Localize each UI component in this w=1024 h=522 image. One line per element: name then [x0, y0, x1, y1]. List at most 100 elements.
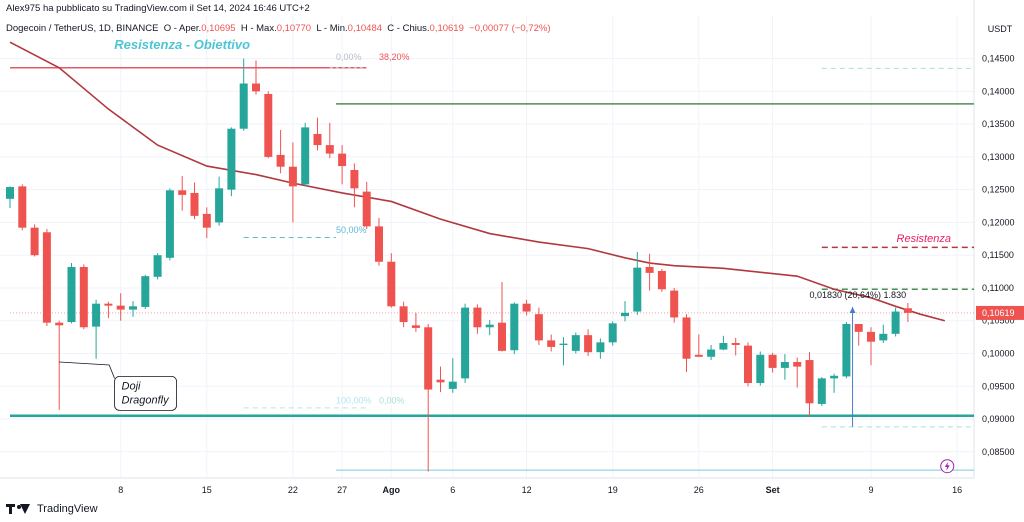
price-axis-currency: USDT — [988, 24, 1013, 34]
candle-body — [854, 324, 863, 332]
candle-body — [67, 266, 76, 323]
candle-body — [18, 186, 27, 228]
close-label: C - Chius. — [387, 23, 430, 34]
candle-body — [30, 227, 39, 256]
open-label: O - Aper. — [163, 23, 202, 34]
price-axis-tick: 0,09000 — [982, 414, 1015, 424]
candle-body — [42, 232, 51, 323]
candle-body — [190, 192, 199, 216]
low-label: L - Min. — [316, 23, 348, 34]
footer-brand[interactable]: TradingView — [6, 502, 98, 515]
candle-body — [411, 325, 420, 328]
candle-body — [92, 303, 101, 327]
time-axis-tick: Set — [766, 485, 780, 495]
candle-body — [682, 317, 691, 359]
candle-body — [584, 335, 593, 353]
candle-body — [842, 324, 851, 377]
candle-body — [239, 83, 248, 129]
candle-body — [731, 343, 740, 345]
candle-body — [264, 93, 273, 157]
high-label: H - Max. — [240, 23, 277, 34]
candle-body — [202, 213, 211, 228]
candle-body — [744, 345, 752, 383]
candle-body — [780, 362, 789, 368]
tradingview-logo-icon — [6, 502, 32, 515]
callout-text-line1: Doji — [122, 380, 142, 392]
candle-body — [116, 305, 125, 310]
price-axis-tick: 0,14500 — [982, 54, 1015, 64]
price-axis-tick: 0,11000 — [982, 283, 1014, 293]
candle-body — [707, 349, 716, 357]
candle-body — [55, 322, 64, 326]
lightning-icon — [944, 461, 950, 471]
symbol-name: Dogecoin / TetherUS, 1D, BINANCE — [6, 23, 159, 34]
candle-body — [830, 375, 839, 379]
candle-body — [547, 340, 556, 347]
brand-name: TradingView — [37, 502, 98, 515]
time-axis-tick: 19 — [608, 485, 618, 495]
time-axis-tick: 6 — [450, 485, 455, 495]
low-value: 0,10484 — [347, 23, 383, 34]
resistance-label: Resistenza — [897, 233, 951, 245]
candle-body — [694, 354, 703, 357]
price-axis-tick: 0,11500 — [982, 250, 1014, 260]
candle-body — [645, 266, 654, 273]
candle-body — [387, 261, 396, 307]
candle-body — [522, 303, 531, 312]
moving-average-line — [9, 41, 946, 322]
fib-50-label: 50,00% — [336, 225, 367, 235]
candle-body — [670, 290, 679, 318]
candle-body — [903, 308, 912, 313]
candle-body — [805, 360, 814, 404]
last-price-tag-label: 0,10619 — [982, 308, 1015, 318]
candle-body — [485, 324, 494, 328]
candle-body — [867, 331, 875, 342]
candle-body — [510, 303, 519, 351]
candle-body — [657, 270, 666, 290]
time-axis-tick: Ago — [383, 485, 401, 495]
fib-0-label: 0,00% — [336, 52, 362, 62]
symbol-info: Dogecoin / TetherUS, 1D, BINANCE O - Ape… — [6, 23, 551, 34]
last-price-tag — [976, 305, 1024, 320]
time-axis-tick: 8 — [118, 485, 123, 495]
candle-body — [608, 323, 617, 343]
resistance-target-label: Resistenza - Obiettivo — [114, 37, 250, 52]
candle-body — [165, 190, 174, 258]
candle-body — [719, 343, 728, 350]
time-axis-tick: 12 — [522, 485, 532, 495]
candle-body — [313, 133, 322, 146]
candle-body — [301, 127, 310, 185]
candle-body — [436, 379, 445, 383]
candle-body — [227, 128, 236, 190]
measure-label: 0,01830 (20,64%) 1.830 — [810, 290, 907, 300]
candle-body — [6, 187, 14, 199]
price-axis-tick: 0,13500 — [982, 119, 1015, 129]
candle-body — [399, 306, 408, 323]
candle-body — [325, 145, 334, 154]
callout-text-line2: Dragonfly — [122, 394, 171, 406]
price-axis-tick: 0,12500 — [982, 185, 1015, 195]
open-value: 0,10695 — [201, 23, 236, 34]
high-value: 0,10770 — [276, 23, 312, 34]
candle-body — [178, 190, 187, 195]
candle-body — [461, 307, 470, 379]
measure-arrow-head — [849, 306, 856, 313]
candle-body — [350, 170, 359, 189]
publisher-line: Alex975 ha pubblicato su TradingView.com… — [6, 3, 310, 14]
time-axis-tick: 16 — [952, 485, 962, 495]
candle-body — [559, 343, 568, 345]
candle-body — [498, 322, 506, 351]
price-axis-tick: 0,09500 — [982, 381, 1015, 391]
time-axis-tick: 9 — [868, 485, 873, 495]
price-axis-tick: 0,13000 — [982, 152, 1015, 162]
candle-body — [571, 335, 580, 351]
candle-body — [338, 153, 347, 167]
price-axis-tick: 0,12000 — [982, 217, 1015, 227]
time-axis-tick: 26 — [694, 485, 704, 495]
candle-body — [621, 312, 629, 317]
fib-100-label: 100,00% — [336, 395, 372, 405]
candle-body — [104, 303, 113, 306]
callout-box — [114, 375, 177, 411]
candle-body — [879, 333, 888, 341]
